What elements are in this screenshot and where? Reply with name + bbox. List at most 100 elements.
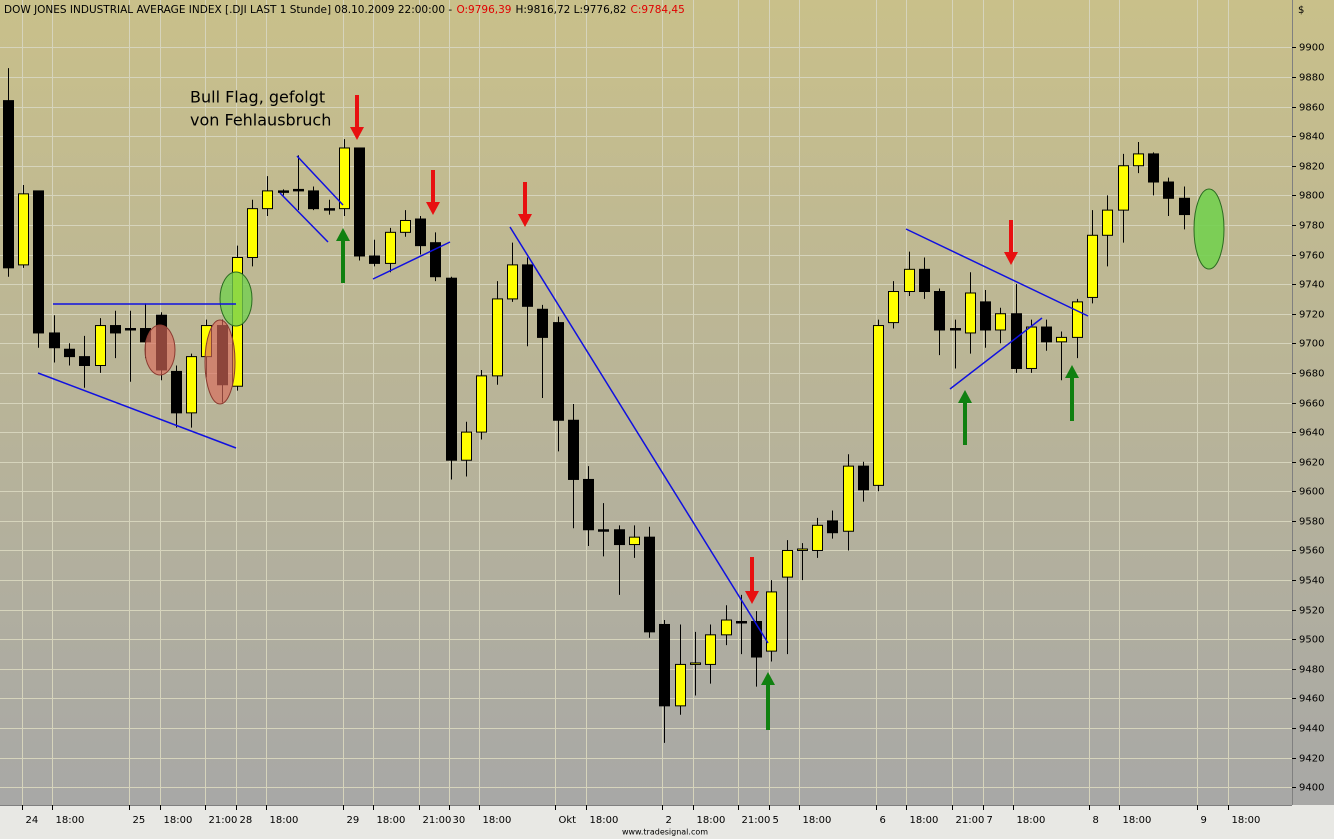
x-tick-label: 18:00 bbox=[1123, 815, 1152, 826]
y-tick-label: 9780 bbox=[1299, 221, 1324, 232]
candle-body bbox=[247, 208, 258, 258]
candle-body bbox=[461, 431, 472, 461]
candle-body bbox=[1118, 165, 1129, 211]
candle-body bbox=[1072, 301, 1083, 338]
candle-body bbox=[888, 291, 899, 324]
candle-body bbox=[751, 621, 762, 658]
sell-arrows bbox=[350, 95, 1018, 604]
candle-body bbox=[49, 332, 60, 349]
x-tick-label: 21:00 bbox=[742, 815, 771, 826]
y-tick-label: 9820 bbox=[1299, 162, 1324, 173]
candle-body bbox=[644, 536, 655, 633]
candle-body bbox=[614, 529, 625, 546]
y-tick-label: 9520 bbox=[1299, 606, 1324, 617]
currency: $ bbox=[1298, 5, 1304, 16]
candle-body bbox=[980, 301, 991, 331]
candle-body bbox=[125, 328, 136, 331]
candle-body bbox=[415, 218, 426, 247]
header-part: O:9796,39 bbox=[456, 4, 511, 16]
candle-body bbox=[339, 147, 350, 210]
candle-body bbox=[904, 268, 915, 293]
candle-body bbox=[64, 348, 75, 358]
candle-body bbox=[568, 419, 579, 480]
buy-arrows bbox=[336, 228, 1079, 730]
candle-body bbox=[18, 193, 29, 266]
candle-body bbox=[950, 328, 961, 331]
candle-body bbox=[675, 663, 686, 707]
x-tick-label: 18:00 bbox=[270, 815, 299, 826]
y-tick-label: 9740 bbox=[1299, 280, 1324, 291]
x-tick-label: 18:00 bbox=[590, 815, 619, 826]
candle-body bbox=[598, 529, 609, 532]
candle-body bbox=[1133, 153, 1144, 167]
down-arrow bbox=[350, 95, 364, 140]
x-tick-label: 25 bbox=[133, 815, 146, 826]
x-tick-label: Okt bbox=[559, 815, 577, 826]
candle-body bbox=[537, 308, 548, 338]
candle-body bbox=[3, 100, 14, 269]
candle-body bbox=[324, 208, 335, 211]
candle-body bbox=[95, 325, 106, 367]
candle-body bbox=[308, 190, 319, 210]
candle-body bbox=[736, 621, 747, 624]
y-tick-label: 9680 bbox=[1299, 369, 1324, 380]
y-tick-label: 9640 bbox=[1299, 428, 1324, 439]
x-tick-label: 18:00 bbox=[803, 815, 832, 826]
x-tick-label: 18:00 bbox=[377, 815, 406, 826]
candle-body bbox=[79, 356, 90, 367]
highlight-ellipse bbox=[204, 319, 236, 405]
candle-body bbox=[995, 313, 1006, 331]
y-tick-label: 9440 bbox=[1299, 724, 1324, 735]
x-tick-label: 2 bbox=[666, 815, 672, 826]
trend-line bbox=[509, 226, 769, 644]
annotation: von Fehlausbruch bbox=[190, 111, 331, 130]
y-tick-label: 9600 bbox=[1299, 487, 1324, 498]
y-tick-label: 9760 bbox=[1299, 251, 1324, 262]
candle-body bbox=[522, 264, 533, 307]
candle-body bbox=[186, 356, 197, 414]
candle-body bbox=[553, 322, 564, 421]
candle-body bbox=[1148, 153, 1159, 183]
x-tick-label: 29 bbox=[347, 815, 360, 826]
candle-body bbox=[690, 662, 701, 665]
candle-body bbox=[110, 325, 121, 334]
candle-body bbox=[782, 549, 793, 578]
up-arrow bbox=[761, 672, 775, 730]
y-tick-label: 9860 bbox=[1299, 103, 1324, 114]
down-arrow bbox=[426, 170, 440, 215]
up-arrow bbox=[336, 228, 350, 283]
candle-body bbox=[965, 292, 976, 334]
up-arrow bbox=[958, 390, 972, 445]
x-tick-label: 18:00 bbox=[697, 815, 726, 826]
candle-body bbox=[721, 619, 732, 636]
candle-body bbox=[812, 524, 823, 551]
x-tick-label: 28 bbox=[240, 815, 253, 826]
candle-body bbox=[919, 268, 930, 293]
y-tick-label: 9460 bbox=[1299, 694, 1324, 705]
y-tick-label: 9620 bbox=[1299, 458, 1324, 469]
candle-body bbox=[873, 325, 884, 486]
x-tick-label: 18:00 bbox=[483, 815, 512, 826]
drawings bbox=[37, 95, 1225, 730]
y-tick-label: 9720 bbox=[1299, 310, 1324, 321]
x-tick-label: 21:00 bbox=[956, 815, 985, 826]
y-tick-label: 9540 bbox=[1299, 576, 1324, 587]
watermark: www.tradesignal.com bbox=[622, 828, 708, 837]
candle-body bbox=[843, 465, 854, 532]
candle-body bbox=[262, 190, 273, 210]
candle-body bbox=[1056, 336, 1067, 343]
y-tick-label: 9660 bbox=[1299, 399, 1324, 410]
y-tick-label: 9480 bbox=[1299, 665, 1324, 676]
candle-body bbox=[1026, 326, 1037, 369]
candle-body bbox=[705, 634, 716, 665]
x-tick-label: 21:00 bbox=[209, 815, 238, 826]
trend-line bbox=[37, 372, 237, 449]
candle-body bbox=[629, 536, 640, 546]
x-tick-label: 21:00 bbox=[423, 815, 452, 826]
grid bbox=[0, 0, 1292, 805]
candle-body bbox=[492, 298, 503, 377]
x-tick-label: 18:00 bbox=[164, 815, 193, 826]
annotation: Bull Flag, gefolgt bbox=[190, 88, 325, 107]
y-axis-area bbox=[1292, 0, 1334, 805]
